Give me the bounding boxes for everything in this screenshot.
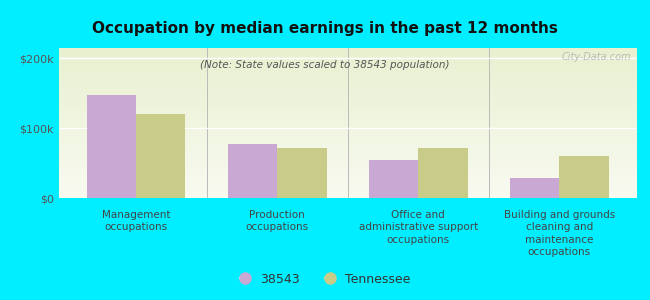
Bar: [58, 116, 637, 117]
Bar: [136, 114, 185, 198]
Bar: [58, 95, 637, 97]
Bar: [58, 97, 637, 99]
Bar: [58, 80, 637, 82]
Bar: [58, 162, 637, 164]
Bar: [58, 99, 637, 100]
Bar: [58, 174, 637, 176]
Bar: [58, 157, 637, 159]
Bar: [58, 155, 637, 157]
Bar: [58, 78, 637, 80]
Bar: [58, 91, 637, 93]
Bar: [58, 151, 637, 153]
Bar: [58, 140, 637, 142]
Bar: [58, 117, 637, 119]
Bar: [58, 65, 637, 67]
Bar: [58, 69, 637, 70]
Bar: [277, 148, 326, 198]
Bar: [58, 61, 637, 63]
Bar: [58, 159, 637, 161]
Bar: [58, 127, 637, 129]
Bar: [58, 179, 637, 181]
Bar: [58, 123, 637, 125]
Bar: [58, 100, 637, 102]
Bar: [58, 114, 637, 116]
Bar: [58, 166, 637, 168]
Bar: [58, 192, 637, 194]
Bar: [58, 106, 637, 108]
Bar: [58, 132, 637, 134]
Bar: [58, 146, 637, 147]
Bar: [58, 54, 637, 56]
Text: Building and grounds
cleaning and
maintenance
occupations: Building and grounds cleaning and mainte…: [504, 210, 615, 257]
Bar: [58, 194, 637, 196]
Bar: [58, 170, 637, 172]
Bar: [58, 142, 637, 144]
Bar: [58, 189, 637, 190]
Bar: [58, 196, 637, 198]
Bar: [58, 112, 637, 114]
Bar: [58, 63, 637, 65]
Bar: [58, 190, 637, 192]
Bar: [58, 102, 637, 104]
Bar: [510, 178, 560, 198]
Bar: [58, 108, 637, 110]
Bar: [58, 147, 637, 149]
Bar: [58, 56, 637, 57]
Bar: [58, 85, 637, 87]
Bar: [58, 52, 637, 54]
Bar: [419, 148, 468, 198]
Bar: [58, 59, 637, 61]
Bar: [58, 130, 637, 132]
Bar: [58, 48, 637, 50]
Bar: [58, 183, 637, 185]
Bar: [58, 50, 637, 52]
Bar: [58, 181, 637, 183]
Bar: [58, 164, 637, 166]
Bar: [58, 125, 637, 127]
Bar: [58, 177, 637, 179]
Bar: [58, 176, 637, 177]
Bar: [58, 168, 637, 170]
Bar: [58, 185, 637, 187]
Bar: [58, 121, 637, 123]
Text: City-Data.com: City-Data.com: [562, 52, 631, 62]
Bar: [58, 119, 637, 121]
Bar: [58, 144, 637, 146]
Bar: [58, 84, 637, 85]
Text: Management
occupations: Management occupations: [102, 210, 170, 233]
Bar: [58, 57, 637, 59]
Legend: 38543, Tennessee: 38543, Tennessee: [235, 268, 415, 291]
Bar: [58, 104, 637, 106]
Bar: [227, 144, 277, 198]
Bar: [58, 89, 637, 91]
Bar: [58, 153, 637, 155]
Bar: [58, 110, 637, 112]
Bar: [369, 160, 419, 198]
Text: Office and
administrative support
occupations: Office and administrative support occupa…: [359, 210, 478, 245]
Text: (Note: State values scaled to 38543 population): (Note: State values scaled to 38543 popu…: [200, 60, 450, 70]
Text: Occupation by median earnings in the past 12 months: Occupation by median earnings in the pas…: [92, 21, 558, 36]
Bar: [58, 138, 637, 140]
Bar: [58, 134, 637, 136]
Bar: [58, 70, 637, 72]
Bar: [58, 160, 637, 162]
Bar: [58, 93, 637, 95]
Text: Production
occupations: Production occupations: [246, 210, 309, 233]
Bar: [58, 82, 637, 84]
Bar: [58, 87, 637, 89]
Bar: [58, 136, 637, 138]
Bar: [58, 74, 637, 76]
Bar: [86, 95, 136, 198]
Bar: [58, 76, 637, 78]
Bar: [58, 149, 637, 151]
Bar: [58, 67, 637, 69]
Bar: [58, 129, 637, 130]
Bar: [58, 172, 637, 174]
Bar: [58, 187, 637, 189]
Bar: [560, 156, 609, 198]
Bar: [58, 72, 637, 74]
